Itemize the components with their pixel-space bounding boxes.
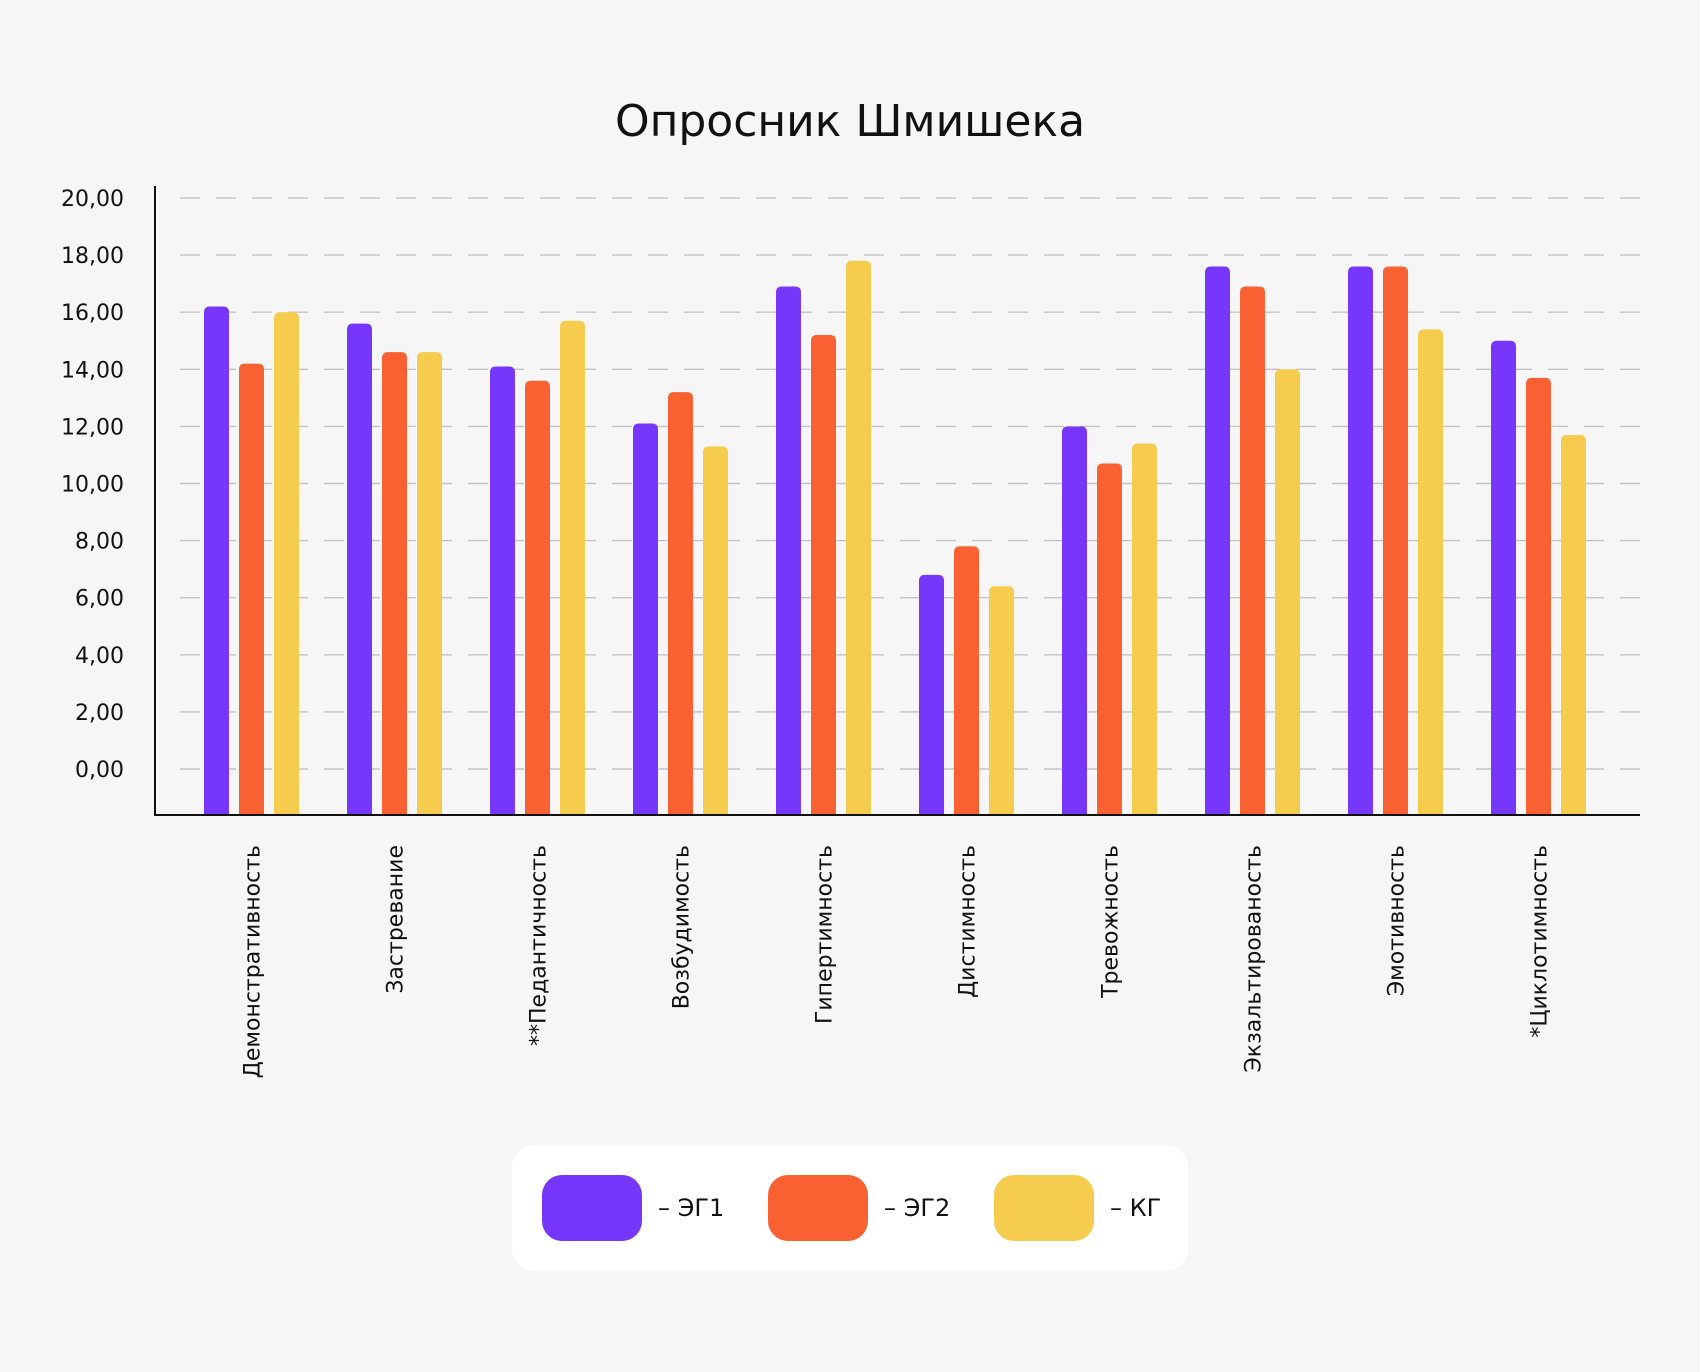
bar-кг-2 xyxy=(560,320,585,814)
bar-кг-9 xyxy=(1561,434,1586,814)
bar-кг-6 xyxy=(1132,443,1157,814)
bar-кг-0 xyxy=(274,312,299,814)
bar-layer xyxy=(204,260,1586,814)
y-tick-label: 10,00 xyxy=(61,473,124,498)
bar-эг2-6 xyxy=(1097,463,1122,814)
bar-эг1-8 xyxy=(1348,266,1373,814)
category-label: Эмотивность xyxy=(1385,845,1410,996)
legend-item-kg: – КГ xyxy=(994,1175,1190,1241)
y-tick-label: 2,00 xyxy=(75,701,124,726)
y-tick-label: 6,00 xyxy=(75,587,124,612)
y-tick-label: 8,00 xyxy=(75,530,124,555)
legend: – ЭГ1 – ЭГ2 – КГ xyxy=(512,1145,1188,1271)
bar-эг2-9 xyxy=(1526,377,1551,814)
y-tick-label: 14,00 xyxy=(61,358,124,383)
bar-эг1-6 xyxy=(1062,426,1087,814)
bar-эг2-2 xyxy=(525,380,550,814)
bar-кг-7 xyxy=(1275,369,1300,814)
y-tick-label: 4,00 xyxy=(75,644,124,669)
category-label: Возбудимость xyxy=(670,845,695,1009)
bar-эг1-5 xyxy=(919,574,944,814)
bar-кг-5 xyxy=(989,586,1014,814)
bar-эг1-1 xyxy=(347,323,372,814)
bar-эг1-0 xyxy=(204,306,229,814)
category-label: **Педантичность xyxy=(527,845,552,1046)
legend-swatch-kg xyxy=(994,1175,1094,1241)
bar-эг1-2 xyxy=(490,366,515,814)
category-label: Гипертимность xyxy=(813,845,838,1024)
bar-эг2-3 xyxy=(668,392,693,814)
y-tick-label: 12,00 xyxy=(61,415,124,440)
y-tick-label: 0,00 xyxy=(75,758,124,783)
category-label: *Циклотимность xyxy=(1528,845,1553,1038)
legend-item-eg1: – ЭГ1 xyxy=(542,1175,738,1241)
legend-item-eg2: – ЭГ2 xyxy=(768,1175,964,1241)
category-label: Тревожность xyxy=(1099,845,1124,999)
bar-эг2-0 xyxy=(239,363,264,814)
legend-label-eg2: – ЭГ2 xyxy=(884,1194,951,1222)
category-labels: Демонстративность Застревание **Педантично… xyxy=(241,845,1553,1078)
bar-эг2-8 xyxy=(1383,266,1408,814)
bar-эг2-7 xyxy=(1240,286,1265,814)
legend-label-kg: – КГ xyxy=(1110,1194,1162,1222)
bar-кг-8 xyxy=(1418,329,1443,814)
y-tick-label: 20,00 xyxy=(61,187,124,212)
y-tick-label: 16,00 xyxy=(61,301,124,326)
category-label: Дистимность xyxy=(956,845,981,998)
chart-title: Опросник Шмишека xyxy=(615,96,1085,147)
bar-кг-4 xyxy=(846,260,871,814)
bar-эг1-7 xyxy=(1205,266,1230,814)
bar-эг1-4 xyxy=(776,286,801,814)
y-tick-label: 18,00 xyxy=(61,244,124,269)
legend-label-eg1: – ЭГ1 xyxy=(658,1194,725,1222)
y-axis-ticks: 0,00 2,00 4,00 6,00 8,00 10,00 12,00 14,00 16,00… xyxy=(61,187,124,783)
bar-эг1-3 xyxy=(633,423,658,814)
legend-swatch-eg2 xyxy=(768,1175,868,1241)
bar-эг1-9 xyxy=(1491,340,1516,814)
bar-кг-3 xyxy=(703,446,728,814)
bar-эг2-1 xyxy=(382,352,407,814)
category-label: Экзальтированость xyxy=(1242,845,1267,1073)
grid-layer xyxy=(180,197,1640,770)
bar-эг2-4 xyxy=(811,335,836,814)
legend-swatch-eg1 xyxy=(542,1175,642,1241)
bar-кг-1 xyxy=(417,352,442,814)
bar-эг2-5 xyxy=(954,546,979,814)
category-label: Застревание xyxy=(384,845,409,994)
category-label: Демонстративность xyxy=(241,845,266,1078)
